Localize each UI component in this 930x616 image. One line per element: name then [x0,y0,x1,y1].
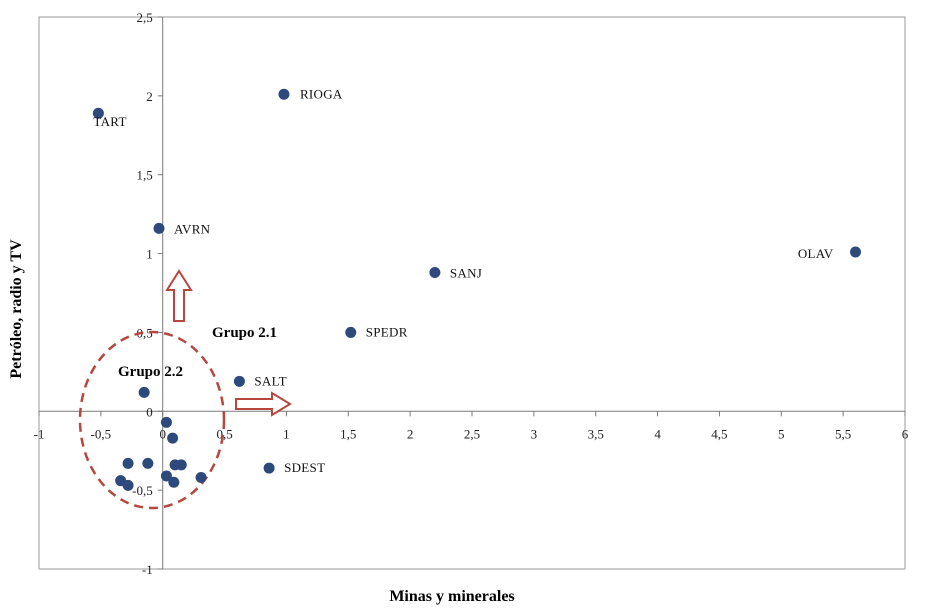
point-label: RIOGA [300,86,343,101]
y-tick-label: 1 [146,247,153,262]
y-tick-label: -1 [142,562,153,577]
x-tick-label: -1 [34,426,45,441]
data-point [850,246,862,258]
x-tick-label: 1 [283,426,290,441]
y-axis-title: Petróleo, radio y TV [8,239,25,379]
x-tick-label: 2 [407,426,414,441]
x-tick-label: 3,5 [588,426,604,441]
y-tick-label: 1,5 [136,168,152,183]
data-point [345,326,357,338]
data-point [153,222,165,234]
data-point [168,476,180,488]
x-tick-label: 3 [531,426,538,441]
point-labels: TART RIOGA AVRN OLAV SANJ SPEDR SALT SDEST [93,86,833,475]
data-point [278,88,290,100]
x-tick-label: 0,5 [216,426,232,441]
x-tick-label: 1,5 [340,426,356,441]
data-point [160,470,172,482]
y-tick-label: 2 [146,89,153,104]
group-2-1-label: Grupo 2.1 [212,325,277,341]
data-point [142,457,154,469]
x-tick-label: -0,5 [91,426,112,441]
x-tick-label: 5 [778,426,785,441]
data-point [233,375,245,387]
data-point [167,432,179,444]
group-2-2-label: Grupo 2.2 [118,364,183,380]
y-tick-label: 0 [146,404,153,419]
y-tick-group: -1 -0,5 0 0,5 1 1,5 2 2,5 [132,10,163,577]
group-2-2-ellipse [78,330,226,510]
data-point [195,472,207,484]
point-label: SDEST [284,460,325,475]
point-label: AVRN [174,221,211,236]
x-axis-title: Minas y minerales [389,588,514,605]
x-tick-label: 2,5 [464,426,480,441]
data-point [138,386,150,398]
x-tick-label: 6 [902,426,909,441]
y-tick-label: 0,5 [136,325,152,340]
data-point [429,266,441,278]
data-point [92,107,104,119]
point-label: SALT [254,373,287,388]
point-label: TART [93,114,126,129]
x-tick-label: 4 [654,426,661,441]
data-point [160,416,172,428]
data-point [263,462,275,474]
data-point [175,459,187,471]
plot-area-border [38,16,906,570]
right-arrow-icon [235,391,292,417]
data-points [92,88,862,491]
x-tick-label: 0 [159,426,166,441]
y-tick-label: -0,5 [132,483,153,498]
up-arrow-icon [165,269,193,322]
y-tick-label: 2,5 [136,10,152,25]
x-tick-group: -1 -0,5 0 0,5 1 1,5 2 2,5 3 3,5 4 4,5 5 5,5 6 [34,411,909,441]
x-tick-label: 4,5 [711,426,727,441]
data-point [122,457,134,469]
point-label: SPEDR [366,324,408,339]
point-label: SANJ [450,265,482,280]
x-tick-label: 5,5 [835,426,851,441]
point-label: OLAV [798,246,834,261]
data-point [122,479,134,491]
